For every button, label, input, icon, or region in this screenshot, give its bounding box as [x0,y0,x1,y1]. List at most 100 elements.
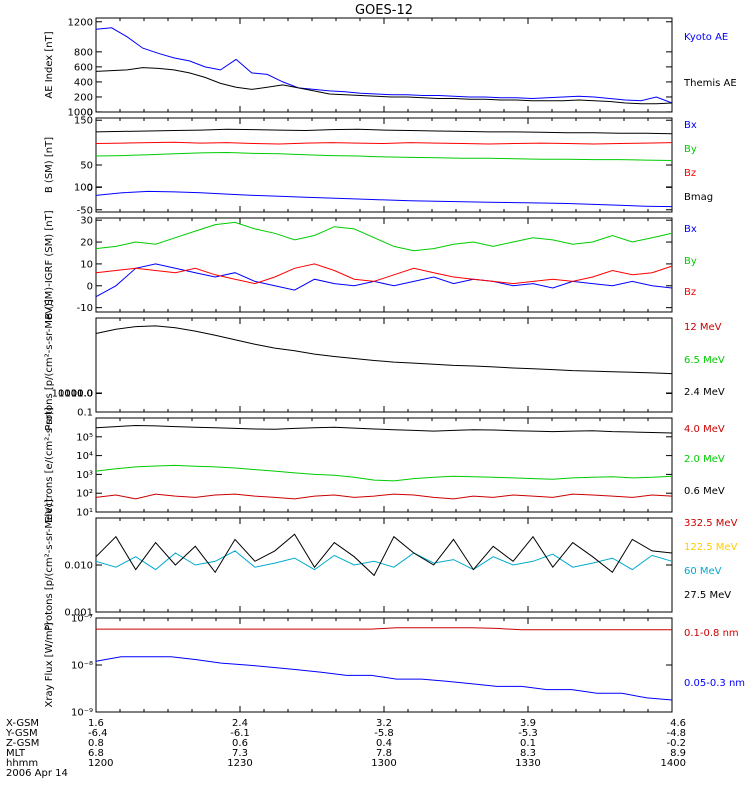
legend-entry: 60 MeV [684,566,722,577]
footer-value: -5.8 [374,728,394,739]
footer-value: 7.3 [232,748,248,759]
y-axis-label: Electrons [e/(cm²-s-sr)] [44,407,55,523]
y-tick-label: -50 [77,205,93,216]
y-tick-label: 10⁵ [76,432,93,443]
y-tick-label: 800 [74,47,93,58]
footer-value: 8.3 [520,748,536,759]
footer-value: -4.8 [666,728,686,739]
y-tick-label: 10² [76,489,93,500]
y-axis-label: B (SM) [nT] [44,137,55,193]
footer-value: 3.9 [520,718,536,729]
legend-entry: Bx [684,120,697,131]
y-tick-label: 0.001 [64,608,93,619]
footer-value: -6.1 [230,728,250,739]
y-axis-label: B (SM)-IGRF (SM) [nT] [44,210,55,319]
legend-entry: By [684,144,697,155]
series-line-4 [95,533,673,577]
y-tick-label: 100.0 [64,389,93,400]
series-line-2 [95,221,673,252]
orbit-footer: X-GSM 1.6 2.4 3.2 3.9 4.6 Y-GSM -6.4 -6.1 -5.8 -5.… [5,718,686,779]
series-line-4 [95,128,673,135]
plot-title: GOES-12 [355,3,413,18]
y-axis-label: Protons [p/(cm²-s-sr-MeV)] [44,499,55,631]
y-tick-label: 10000.0 [52,389,93,400]
legend-entry: 12 MeV [684,322,722,333]
footer-value: 1230 [227,758,252,769]
footer-value: 0.6 [232,738,248,749]
legend-entry: 6.5 MeV [684,355,725,366]
y-tick-label: 10⁻⁷ [71,614,93,625]
series-line-1 [95,27,673,104]
footer-row-label: X-GSM [6,718,39,729]
panel-frame [95,117,673,213]
footer-row-label: Y-GSM [5,728,38,739]
y-tick-label: 150 [74,116,93,127]
y-tick-label: 100 [74,182,93,193]
footer-value: 1.6 [88,718,104,729]
y-tick-label: 0.010 [64,561,93,572]
series-line-1 [95,263,673,298]
panel-frame [95,217,673,313]
y-tick-label: 400 [74,77,93,88]
footer-value: -0.2 [666,738,686,749]
y-tick-label: 30 [80,216,93,227]
footer-value: -5.3 [518,728,538,739]
series-line-1 [95,493,673,500]
y-tick-label: 10⁴ [76,451,93,462]
footer-value: 7.8 [376,748,392,759]
y-tick-label: 10 [80,259,93,270]
y-axis-label: Xray Flux [W/m²] [44,622,55,707]
footer-value: 1400 [661,758,686,769]
y-axis-label: Protons [p/(cm²-s-sr-MeV)] [44,299,55,431]
legend-entry: 27.5 MeV [684,590,731,601]
y-tick-label: 0 [87,108,93,119]
panel-7: 10⁻⁹ 10⁻⁸ 10⁻⁷ Xray Flux [W/m²] 0.1-0.8 nm 0.… [44,614,745,719]
panel-2: -50 0 50 100 150 B (SM) [nT] Bx By Bz Bmag [44,116,713,217]
series-line-2 [95,67,673,105]
legend-entry: Themis AE [683,78,737,89]
y-tick-label: 1000.0 [58,389,93,400]
legend-entry: Bmag [684,192,713,203]
legend-entry: Bz [684,287,696,298]
series-line-3 [95,263,673,285]
y-tick-label: 10.0 [71,389,93,400]
footer-value: 1200 [88,758,113,769]
y-tick-label: 10³ [76,470,93,481]
y-tick-label: 0 [87,183,93,194]
series-line-1 [96,627,672,631]
series-line-2 [95,151,673,161]
footer-value: 6.8 [88,748,104,759]
legend-entry: 122.5 MeV [684,542,738,553]
y-tick-label: 200 [74,92,93,103]
legend-entry: Kyoto AE [684,32,728,43]
footer-value: 2.4 [232,718,248,729]
panel-frame [95,417,673,513]
legend-entry: 0.05-0.3 nm [684,678,745,689]
legend-entry: By [684,256,697,267]
footer-row-label: Z-GSM [6,738,39,749]
footer-value: 0.8 [88,738,104,749]
footer-row-label: MLT [6,748,26,759]
footer-value: 3.2 [376,718,392,729]
y-tick-label: 50 [80,161,93,172]
footer-row-label: hhmm [6,758,38,769]
series-line-2 [95,464,673,482]
footer-value: 1330 [515,758,540,769]
legend-entry: 2.0 MeV [684,454,725,465]
y-tick-label: 0 [87,281,93,292]
y-tick-label: 1000 [68,107,93,118]
footer-value: 4.6 [670,718,686,729]
footer-date: 2006 Apr 14 [6,768,68,779]
series-line-1 [95,190,673,208]
legend-entry: 0.6 MeV [684,486,725,497]
series-line-3 [95,141,673,145]
series-line-3 [95,325,673,375]
footer-value: 0.1 [520,738,536,749]
y-tick-label: 10⁻⁹ [71,708,93,719]
y-tick-label: 600 [74,62,93,73]
footer-value: 8.9 [670,748,686,759]
panel-6: 0.001 0.010 Protons [p/(cm²-s-sr-MeV)] 332.… [44,499,738,631]
y-tick-label: -10 [77,303,93,314]
